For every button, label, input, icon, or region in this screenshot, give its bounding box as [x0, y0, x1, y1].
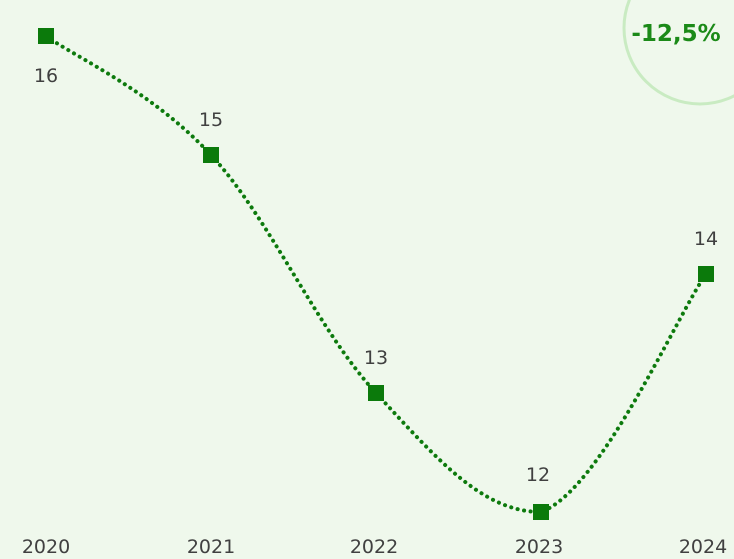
- change-badge-text: -12,5%: [631, 21, 720, 47]
- data-label-2021: 15: [199, 109, 223, 131]
- change-badge-circle: [622, 0, 734, 106]
- data-point-marker-2022: [368, 385, 384, 401]
- x-axis-ticks: 2020 2021 2022 2023 2024: [22, 536, 727, 558]
- data-label-2020: 16: [34, 65, 58, 87]
- series-layer: [38, 28, 714, 520]
- x-tick-label-2024: 2024: [679, 536, 727, 558]
- x-tick-label-2023: 2023: [515, 536, 563, 558]
- x-tick-label-2021: 2021: [187, 536, 235, 558]
- data-label-2023: 12: [526, 464, 550, 486]
- data-label-2024: 14: [694, 228, 718, 250]
- data-point-marker-2023: [533, 504, 549, 520]
- data-point-marker-2024: [698, 266, 714, 282]
- x-tick-label-2022: 2022: [350, 536, 398, 558]
- data-label-2022: 13: [364, 347, 388, 369]
- series-line: [44, 34, 708, 515]
- labels-layer: 16 15 13 12 14: [34, 65, 718, 486]
- x-tick-label-2020: 2020: [22, 536, 70, 558]
- data-point-marker-2021: [203, 147, 219, 163]
- data-point-marker-2020: [38, 28, 54, 44]
